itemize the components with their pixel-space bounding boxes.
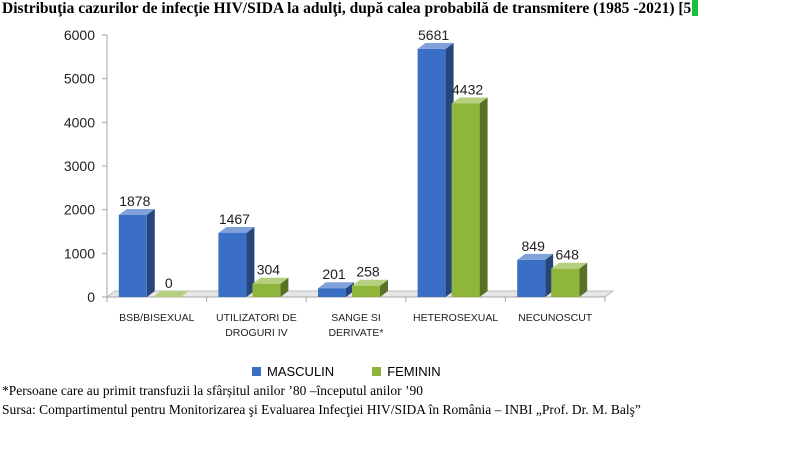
y-tick-label: 5000 [64, 71, 95, 87]
data-label: 5681 [418, 27, 449, 43]
data-label: 0 [165, 275, 173, 291]
bar-top [551, 262, 588, 269]
bar-masculin [218, 232, 247, 297]
legend-swatch-masculin [252, 367, 261, 376]
bar-top [517, 253, 554, 260]
data-label: 849 [522, 238, 546, 254]
x-tick-label: NECUNOSCUT [518, 312, 593, 324]
bar-top [118, 208, 155, 215]
legend: MASCULIN FEMININ [252, 364, 441, 379]
bar-side [579, 262, 588, 297]
data-label: 1878 [119, 193, 150, 209]
bar-top [152, 291, 189, 297]
y-tick-label: 0 [87, 289, 95, 305]
y-tick-label: 4000 [64, 114, 95, 130]
bar-top [252, 277, 289, 284]
bar-chart: 0 1000 2000 3000 4000 5000 6000 BSB/BISEXUAL 187… [64, 27, 615, 339]
x-tick-label: BSB/BISEXUAL [119, 312, 194, 324]
data-label: 648 [556, 247, 580, 263]
legend-label-feminin: FEMININ [387, 364, 441, 379]
bar-side [246, 226, 255, 297]
source-note: Sursa: Compartimentul pentru Monitorizar… [2, 402, 641, 417]
footnote: *Persoane care au primit transfuzii la s… [2, 383, 423, 398]
bar-feminin [551, 268, 580, 297]
data-label: 258 [356, 264, 380, 280]
x-tick-label: UTILIZATORI DE [216, 312, 297, 324]
legend-item-feminin: FEMININ [372, 364, 441, 379]
bar-side [479, 97, 488, 297]
data-label: 201 [322, 266, 346, 282]
bar-masculin [417, 48, 446, 297]
bar-side [146, 208, 155, 297]
y-tick-label: 3000 [64, 158, 95, 174]
x-tick-label: SANGE SI [331, 312, 381, 324]
bar-top [218, 226, 255, 233]
x-tick-label: HETEROSEXUAL [413, 312, 498, 324]
bar-top [352, 279, 388, 286]
x-tick-label: DERIVATE* [328, 327, 383, 339]
legend-item-masculin: MASCULIN [252, 364, 334, 379]
bar-masculin [318, 288, 346, 297]
data-label: 4432 [452, 81, 483, 97]
legend-swatch-feminin [372, 367, 382, 376]
bar-side [380, 279, 388, 297]
cursor-highlight [692, 0, 699, 16]
y-tick-label: 6000 [64, 27, 95, 43]
bar-top [318, 282, 354, 289]
chart-title: Distribuţia cazurilor de infecţie HIV/SI… [2, 0, 699, 18]
bar-feminin [352, 285, 380, 297]
bar-feminin [252, 283, 281, 297]
bar-masculin [118, 214, 147, 297]
data-label: 304 [257, 262, 281, 278]
bar-top [417, 42, 454, 49]
bar-side [280, 277, 289, 297]
bar-masculin [517, 259, 546, 297]
bar-feminin [451, 103, 480, 297]
x-tick-label: DROGURI IV [225, 327, 287, 339]
legend-label-masculin: MASCULIN [267, 364, 335, 379]
bar-top [451, 97, 488, 104]
y-tick-label: 1000 [64, 245, 95, 261]
y-tick-label: 2000 [64, 202, 95, 218]
data-label: 1467 [219, 211, 250, 227]
